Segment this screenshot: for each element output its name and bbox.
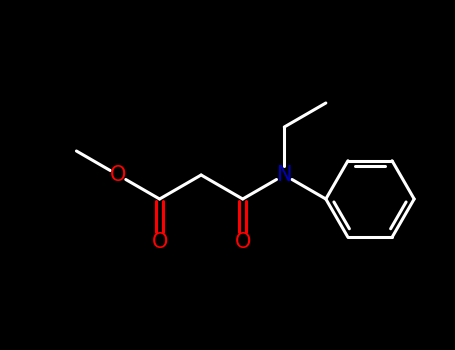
Text: O: O — [152, 232, 168, 252]
Text: O: O — [234, 232, 251, 252]
Text: O: O — [110, 165, 126, 185]
Text: N: N — [277, 165, 292, 185]
